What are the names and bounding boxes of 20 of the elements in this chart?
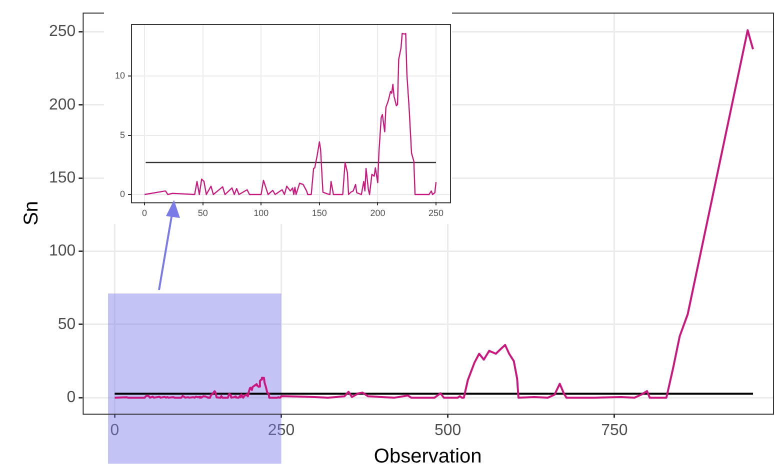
x-tick-label: 750	[601, 422, 628, 439]
x-tick-label: 0	[142, 208, 148, 218]
x-tick-label: 250	[428, 208, 444, 218]
x-tick-label: 200	[370, 208, 386, 218]
x-tick-label: 500	[434, 422, 462, 439]
y-tick-label: 0	[120, 188, 126, 199]
x-tick-label: 150	[312, 208, 327, 218]
x-tick-label: 100	[254, 208, 269, 218]
x-tick-label: 50	[198, 208, 208, 218]
y-tick-label: 100	[48, 242, 76, 260]
y-tick-label: 200	[48, 96, 76, 114]
x-axis-title: Observation	[374, 446, 482, 468]
y-tick-label: 5	[120, 130, 126, 140]
y-tick-label: 50	[58, 316, 76, 333]
y-tick-label: 10	[114, 70, 126, 81]
y-axis-title: Sn	[20, 200, 43, 226]
y-tick-label: 0	[66, 389, 76, 406]
y-tick-label: 150	[48, 169, 76, 186]
y-tick-label: 250	[48, 23, 76, 40]
x-tick-label: 250	[268, 422, 295, 439]
